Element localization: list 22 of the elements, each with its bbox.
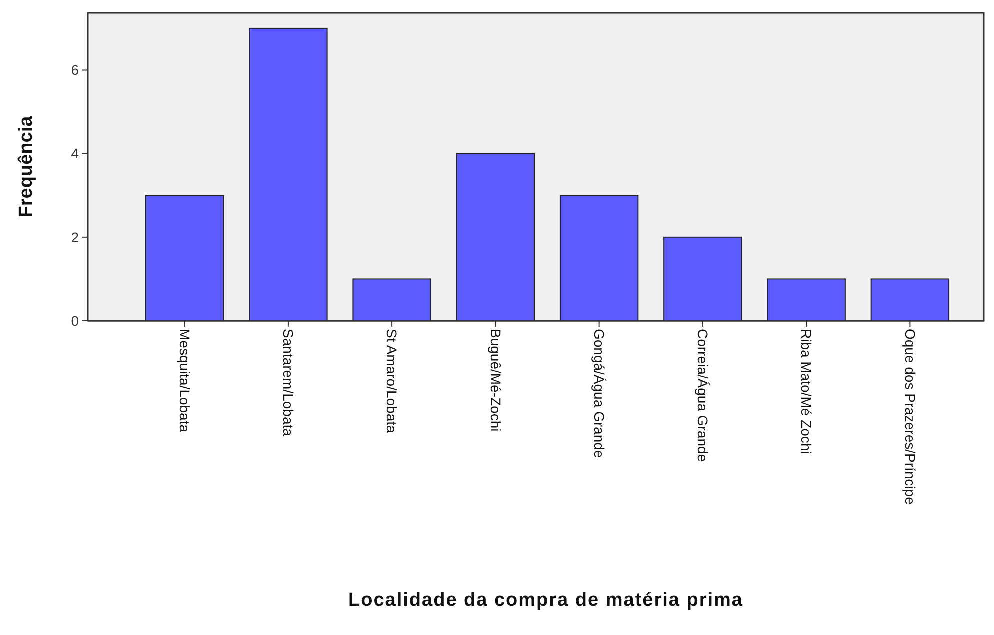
bar <box>249 28 328 322</box>
y-axis-title: Frequência <box>16 116 37 218</box>
bar <box>456 153 536 322</box>
x-tick-label: Buguê/Mé-Zochi <box>488 329 504 432</box>
bar <box>145 195 224 322</box>
bar <box>767 278 846 322</box>
bar <box>560 195 639 322</box>
x-tick-label: St Amaro/Lobata <box>384 329 400 434</box>
bar <box>870 278 950 322</box>
bar <box>352 278 432 322</box>
x-tick-label: Oque dos Prazeres/Príncipe <box>902 329 918 506</box>
x-tick-label: Riba Mato/Mé Zochi <box>798 329 815 454</box>
y-tick-label: 2 <box>71 229 80 246</box>
x-tick-label: Santarem/Lobata <box>280 329 297 437</box>
x-tick-label: Correia/Água Grande <box>695 329 712 462</box>
y-tick-label: 4 <box>71 146 80 162</box>
x-axis-title: Localidade da compra de matéria prima <box>348 590 744 611</box>
y-tick-label: 0 <box>71 312 80 329</box>
y-tick-label: 6 <box>71 62 80 78</box>
bar <box>664 236 742 322</box>
x-tick-label: Mesquita/Lobata <box>176 329 193 433</box>
x-tick-label: Gongá/Água Grande <box>591 329 608 458</box>
